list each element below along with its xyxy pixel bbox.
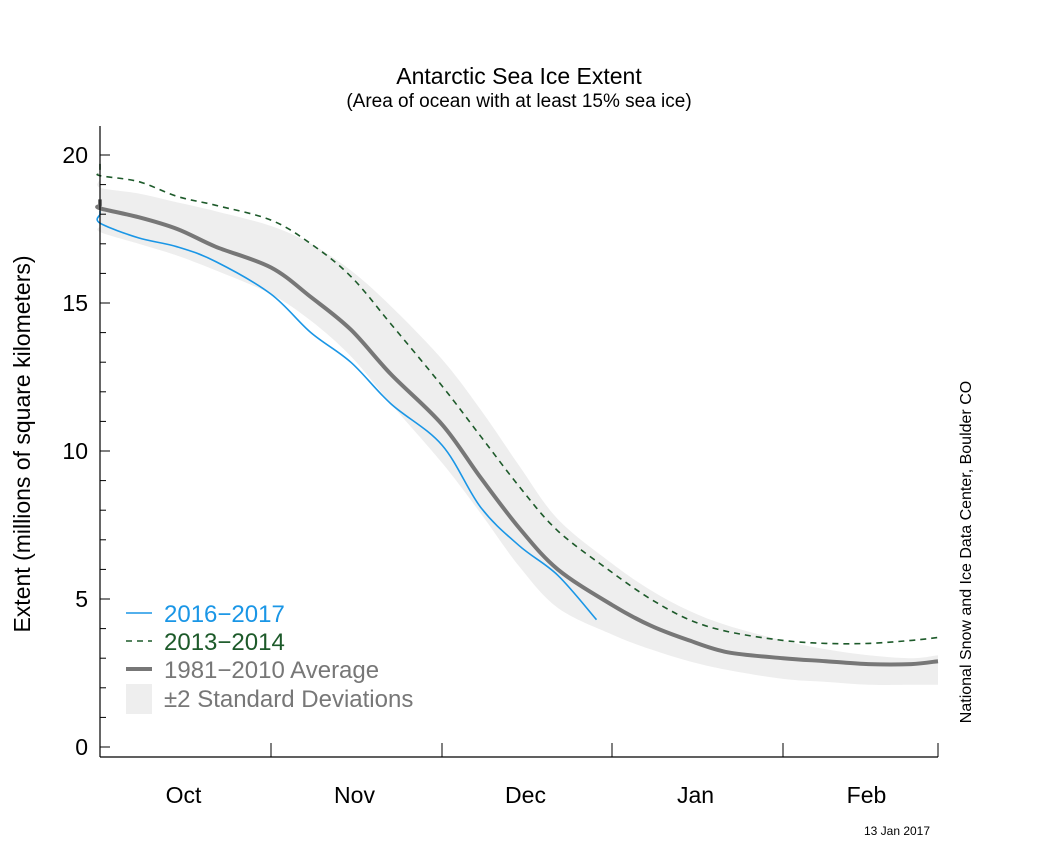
std-dev-band xyxy=(97,172,938,686)
chart-subtitle: (Area of ocean with at least 15% sea ice… xyxy=(346,91,691,112)
series-2013-2014-line xyxy=(96,163,939,645)
date-stamp: 13 Jan 2017 xyxy=(864,824,930,838)
x-tick-label: Dec xyxy=(505,782,546,808)
legend-2013-2014-label: 2013−2014 xyxy=(164,629,285,656)
y-axis-label: Extent (millions of square kilometers) xyxy=(9,255,35,632)
series-1981-2010-average-line xyxy=(95,199,939,667)
legend-std-dev-swatch xyxy=(126,684,152,714)
chart-title: Antarctic Sea Ice Extent xyxy=(396,63,642,89)
x-tick-label: Feb xyxy=(847,782,887,808)
plot-area: 0 5 10 15 20 Oct Nov Dec Jan Feb xyxy=(62,126,939,808)
y-tick-label: 5 xyxy=(75,586,88,612)
credit-text: National Snow and Ice Data Center, Bould… xyxy=(958,381,975,723)
legend-std-dev-label: ±2 Standard Deviations xyxy=(164,686,413,713)
legend-2016-2017-label: 2016−2017 xyxy=(164,601,285,628)
x-tick-label: Oct xyxy=(166,782,202,808)
x-tick-label: Nov xyxy=(334,782,375,808)
series-2016-2017-line xyxy=(96,210,598,621)
y-tick-label: 20 xyxy=(62,142,88,168)
y-tick-label: 0 xyxy=(75,734,88,760)
x-tick-label: Jan xyxy=(677,782,714,808)
legend-1981-2010-average-label: 1981−2010 Average xyxy=(164,657,379,684)
y-tick-label: 10 xyxy=(62,438,88,464)
y-tick-label: 15 xyxy=(62,290,88,316)
